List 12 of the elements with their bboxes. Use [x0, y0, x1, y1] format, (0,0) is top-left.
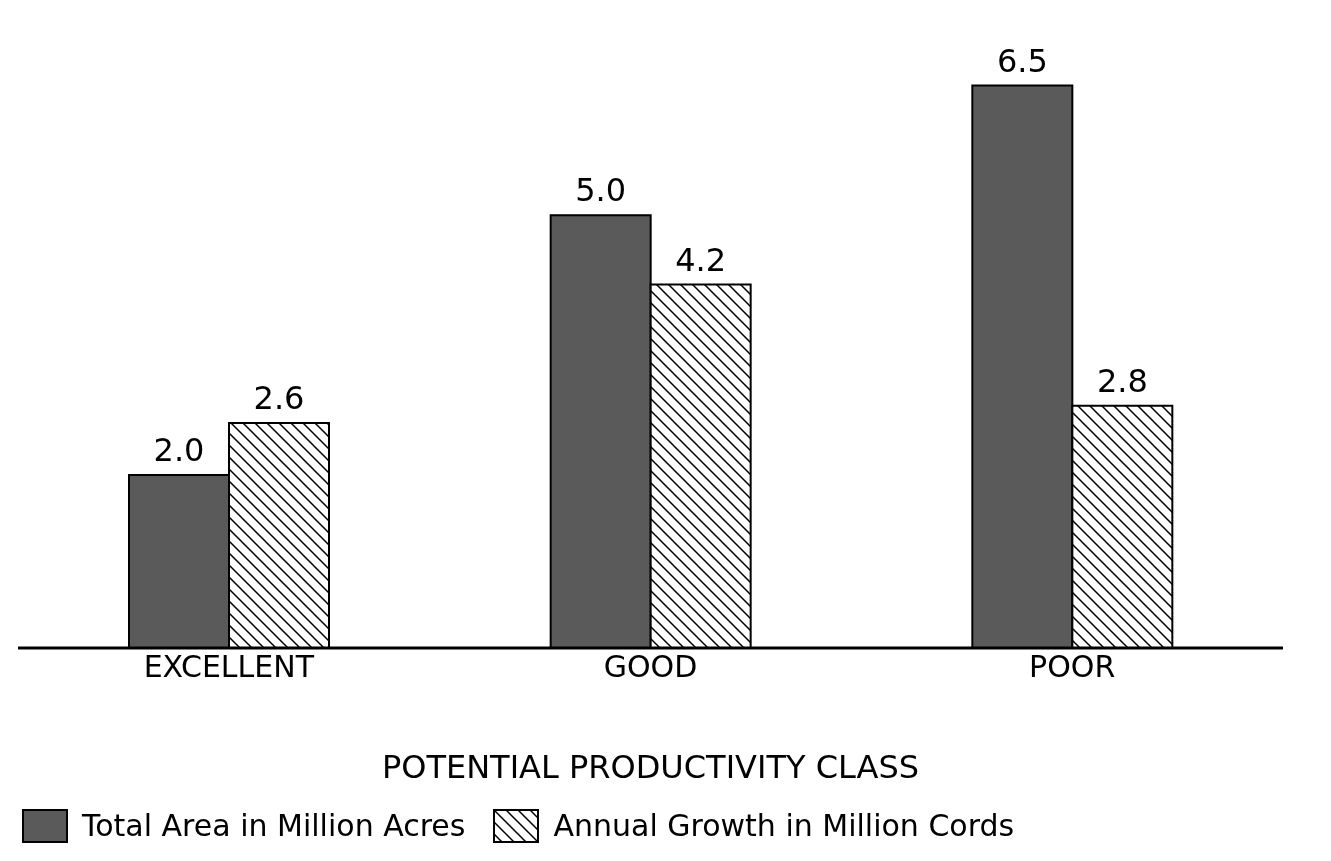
legend-label: Total Area in Million Acres	[82, 808, 466, 843]
data-label: 5.0	[575, 171, 627, 210]
legend-label: Annual Growth in Million Cords	[553, 808, 1015, 843]
x-axis-title: POTENTIAL PRODUCTIVITY CLASS	[381, 748, 920, 786]
x-tick-label: GOOD	[603, 649, 698, 685]
data-label: 4.2	[675, 240, 727, 279]
x-tick-label: POOR	[1029, 649, 1116, 685]
data-label: 2.8	[1096, 361, 1148, 400]
data-label: 2.6	[253, 379, 305, 417]
data-label: 6.5	[996, 41, 1048, 80]
data-label: 2.0	[153, 430, 205, 469]
x-tick-label: EXCELLENT	[143, 649, 315, 685]
